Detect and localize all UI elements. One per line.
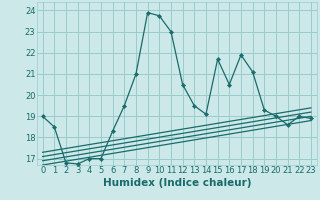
X-axis label: Humidex (Indice chaleur): Humidex (Indice chaleur) xyxy=(102,178,251,188)
